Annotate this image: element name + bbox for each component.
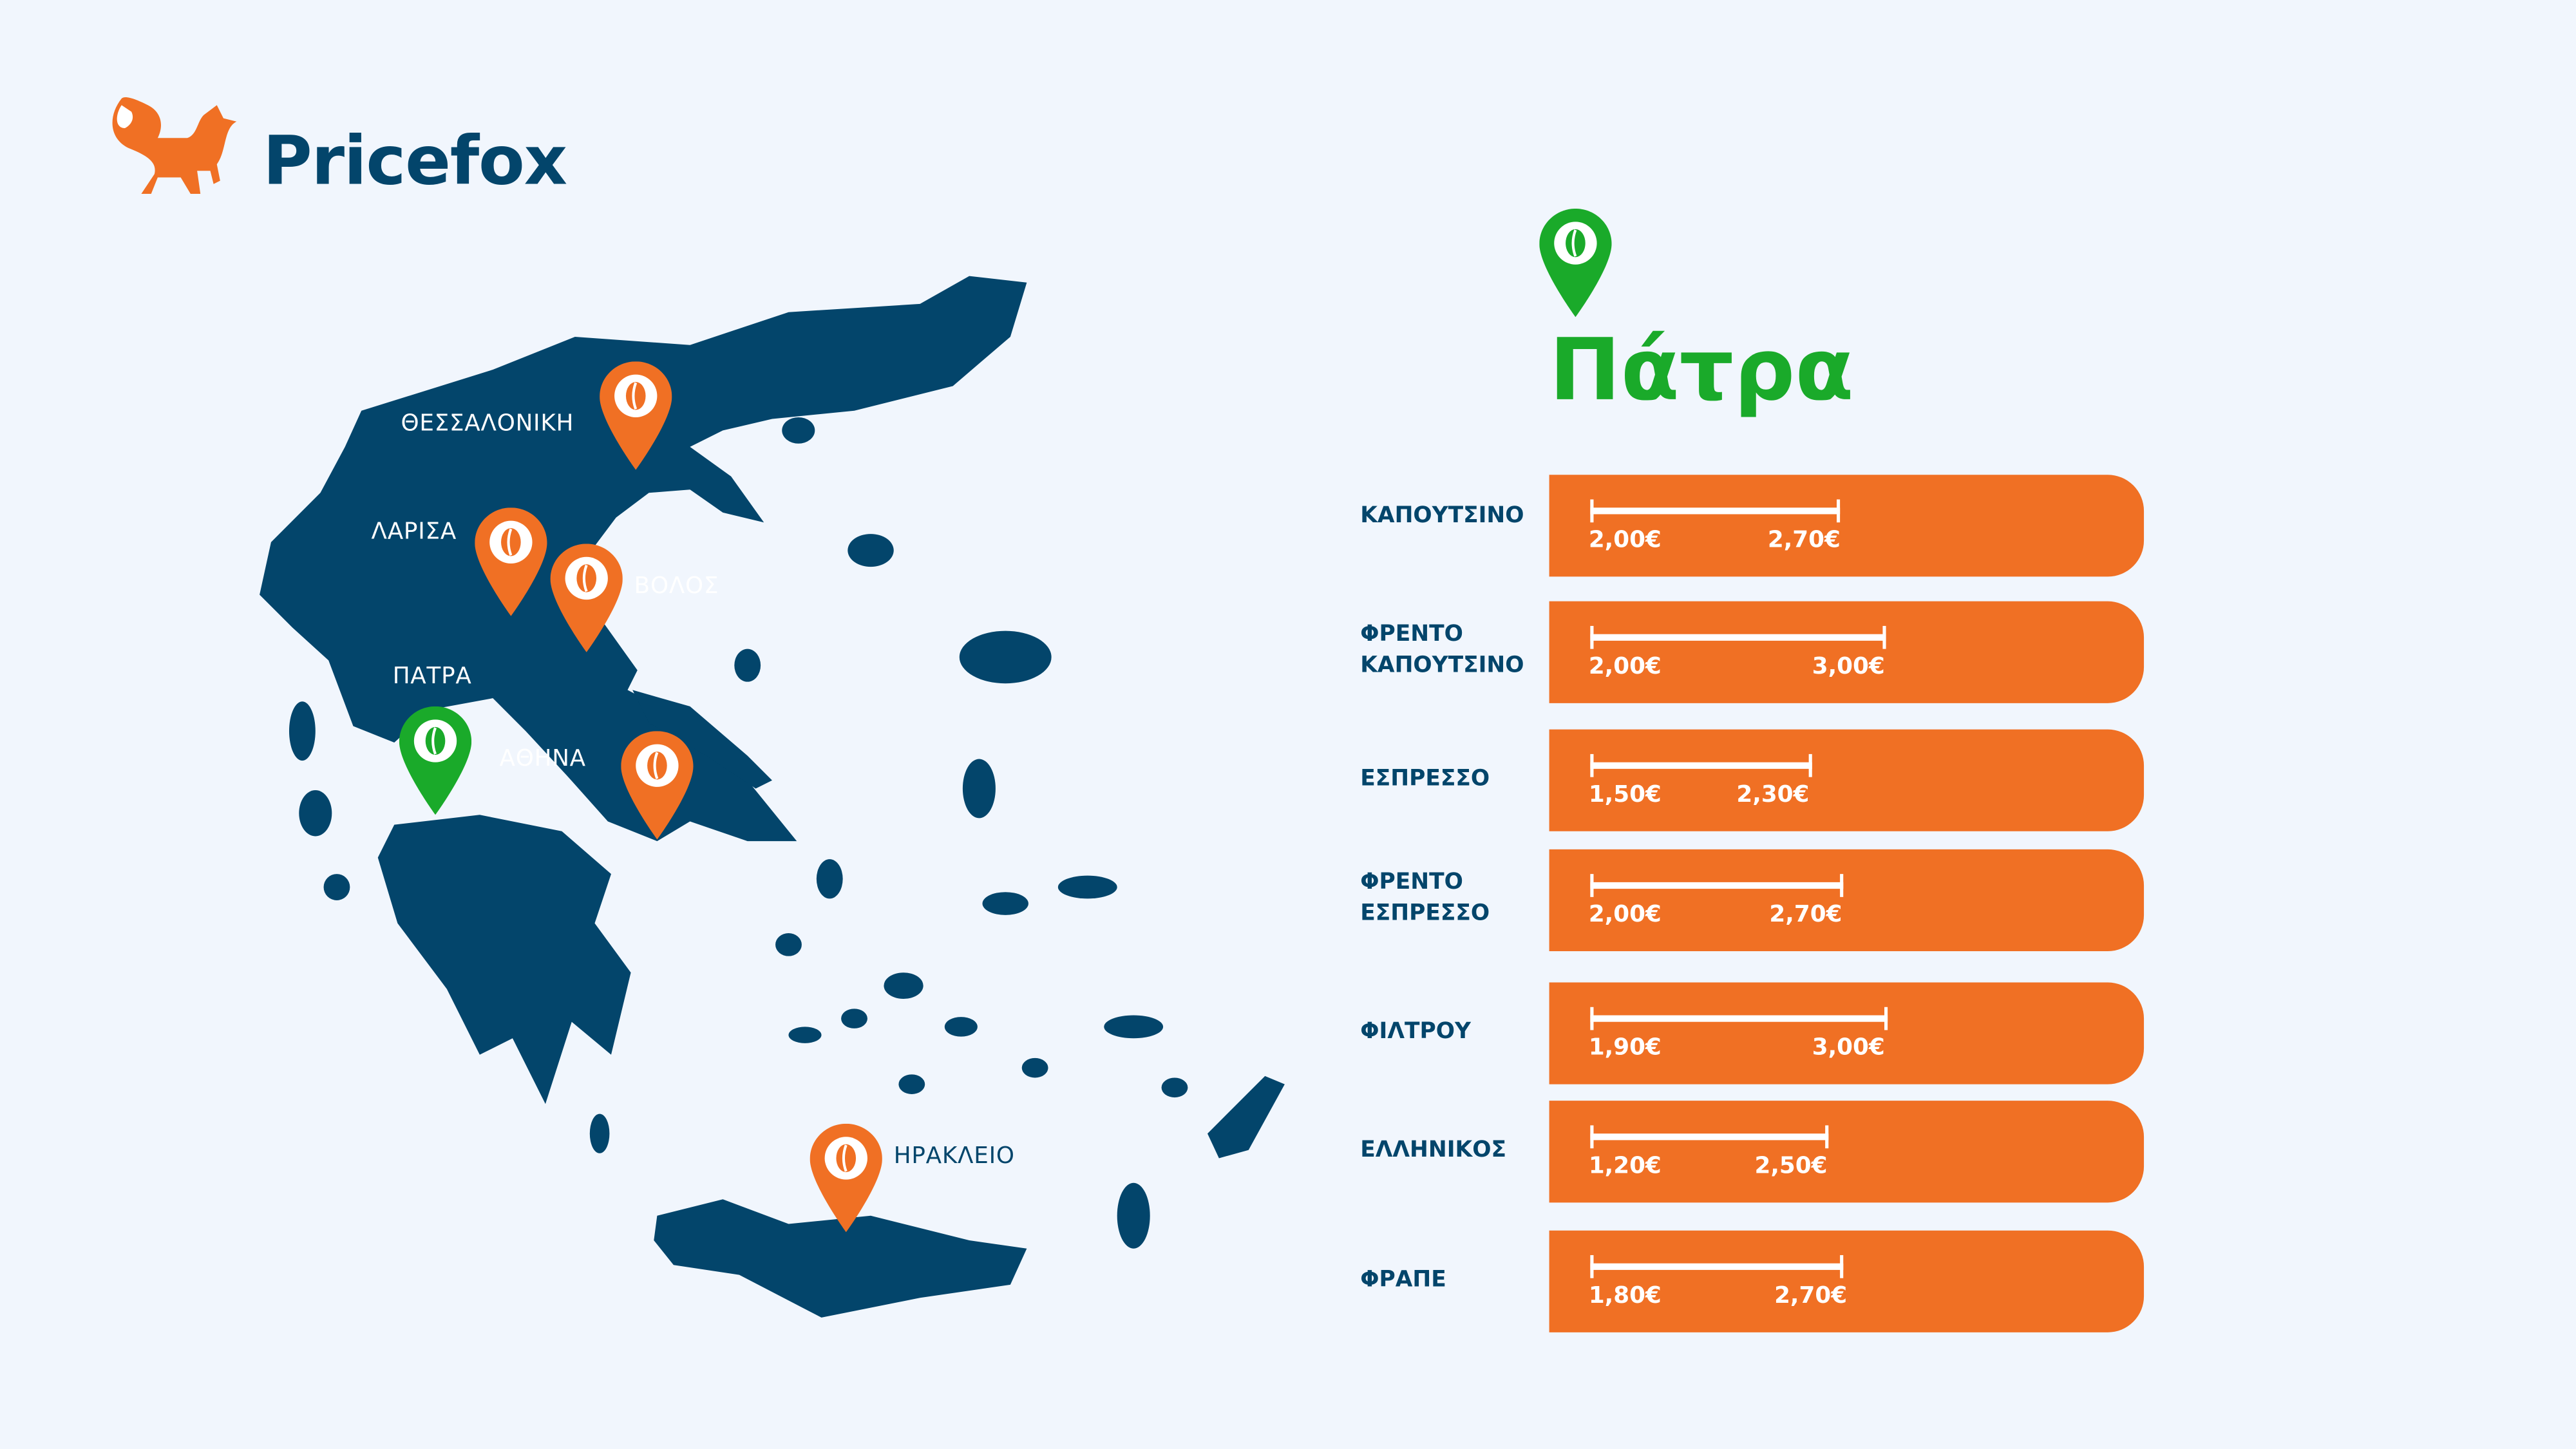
price-min: 2,00€ [1588,527,1662,554]
range-line [1590,874,1844,897]
row-label-cappuccino: ΚΑΠΟΥΤΣΙΝΟ [1360,501,1541,532]
price-min: 1,50€ [1588,782,1662,809]
city-label-larisa: ΛΑΡΙΣΑ [371,519,457,545]
map-pin-irakleio[interactable] [810,1123,882,1233]
label-line: ΚΑΠΟΥΤΣΙΝΟ [1360,502,1524,529]
map-pin-athina[interactable] [621,731,694,840]
row-label-freddo-cappuccino: ΦΡΕΝΤΟ ΚΑΠΟΥΤΣΙΝΟ [1360,620,1541,682]
range-line [1590,1007,1888,1030]
row-label-greek-coffee: ΕΛΛΗΝΙΚΟΣ [1360,1135,1541,1166]
row-label-filter: ΦΙΛΤΡΟΥ [1360,1017,1541,1048]
fox-logo-icon [112,97,237,194]
price-max: 2,70€ [1767,527,1841,554]
label-line: ΦΡΕΝΤΟ [1360,869,1463,896]
row-label-espresso: ΕΣΠΡΕΣΣΟ [1360,764,1541,795]
city-label-athina: ΑΘΗΝΑ [499,746,586,772]
range-line [1590,625,1886,649]
price-max: 2,70€ [1774,1283,1848,1310]
brand-name: Pricefox [263,121,567,201]
price-min: 1,20€ [1588,1153,1662,1180]
price-range-bar: 1,50€ 2,30€ [1549,729,2145,831]
price-range-bar: 2,00€ 2,70€ [1549,475,2145,577]
row-label-freddo-espresso: ΦΡΕΝΤΟ ΕΣΠΡΕΣΣΟ [1360,867,1541,930]
map-pin-thessaloniki[interactable] [600,361,672,470]
price-min: 2,00€ [1588,902,1662,929]
range-line [1590,1255,1844,1278]
map-pin-larisa[interactable] [475,507,547,616]
price-max: 3,00€ [1812,1035,1885,1061]
price-range-bar: 1,20€ 2,50€ [1549,1101,2145,1203]
map-pin-patra[interactable] [399,706,472,815]
land [260,276,1285,1318]
range-line [1590,499,1841,523]
label-line: ΕΣΠΡΕΣΣΟ [1360,900,1490,927]
range-line [1590,753,1812,777]
price-range-bar: 1,90€ 3,00€ [1549,982,2145,1084]
range-line [1590,1125,1829,1149]
price-min: 1,80€ [1588,1283,1662,1310]
city-label-volos: ΒΟΛΟΣ [634,573,719,600]
label-line: ΦΡΑΠΕ [1360,1266,1446,1293]
city-label-irakleio: ΗΡΑΚΛΕΙΟ [893,1143,1015,1170]
label-line: ΦΙΛΤΡΟΥ [1360,1018,1471,1045]
selected-city-pin-icon [1539,208,1612,317]
city-label-patra: ΠΑΤΡΑ [392,663,472,690]
price-max: 2,70€ [1769,902,1842,929]
label-line: ΕΣΠΡΕΣΣΟ [1360,765,1490,792]
city-label-thessaloniki: ΘΕΣΣΑΛΟΝΙΚΗ [401,410,574,437]
label-line: ΕΛΛΗΝΙΚΟΣ [1360,1137,1507,1164]
price-max: 2,50€ [1754,1153,1828,1180]
selected-city-title: Πάτρα [1549,321,1854,421]
price-range-bar: 2,00€ 3,00€ [1549,601,2145,703]
row-label-frappe: ΦΡΑΠΕ [1360,1265,1541,1296]
label-line: ΚΑΠΟΥΤΣΙΝΟ [1360,652,1524,679]
price-max: 2,30€ [1736,782,1810,809]
price-max: 3,00€ [1812,654,1885,681]
map-pin-volos[interactable] [550,544,623,652]
price-min: 2,00€ [1588,654,1662,681]
price-range-bar: 1,80€ 2,70€ [1549,1230,2145,1332]
price-min: 1,90€ [1588,1035,1662,1061]
price-range-bar: 2,00€ 2,70€ [1549,849,2145,952]
label-line: ΦΡΕΝΤΟ [1360,621,1463,648]
